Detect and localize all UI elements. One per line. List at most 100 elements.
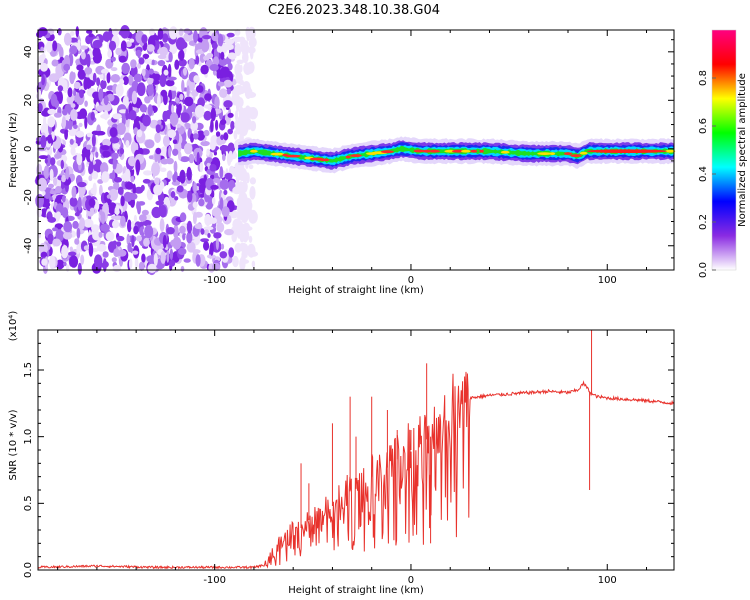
noise-blob [144, 139, 155, 149]
noise-blob [235, 87, 246, 95]
colorbar-gradient [712, 30, 736, 270]
ridge-hotspot [537, 152, 552, 156]
noise-blob [198, 198, 205, 207]
noise-blob [49, 190, 58, 195]
noise-blob [92, 170, 99, 180]
noise-blob [144, 96, 151, 104]
noise-blob [137, 62, 142, 69]
noise-blob [101, 171, 110, 183]
noise-blob [102, 150, 111, 158]
noise-blob [83, 245, 89, 251]
noise-blob [92, 72, 97, 83]
noise-blob [186, 231, 193, 244]
noise-blob [226, 88, 232, 95]
noise-blob [147, 104, 153, 117]
noise-blob [219, 251, 228, 259]
noise-blob [148, 68, 154, 75]
noise-blob [102, 31, 111, 42]
noise-blob [180, 112, 190, 123]
noise-blob [112, 264, 122, 273]
noise-blob [40, 46, 44, 52]
noise-blob [167, 63, 172, 78]
noise-blob [247, 46, 256, 54]
noise-blob [220, 66, 230, 78]
noise-blob [187, 190, 193, 203]
noise-blob [130, 59, 137, 69]
noise-blob [92, 182, 97, 196]
noise-blob [88, 242, 94, 257]
noise-blob [216, 222, 225, 233]
noise-blob [153, 73, 161, 82]
noise-blob [151, 206, 162, 219]
noise-blob [112, 157, 117, 170]
noise-blob [224, 38, 235, 45]
noise-blob [157, 151, 161, 164]
noise-blob [135, 159, 141, 174]
noise-blob [186, 220, 193, 234]
noise-blob [113, 177, 123, 183]
noise-blob [37, 177, 48, 192]
noise-blob [141, 209, 149, 216]
ridge-hotspot [350, 154, 362, 158]
noise-blob [242, 222, 251, 232]
noise-blob [184, 96, 194, 107]
noise-blob [199, 53, 206, 63]
noise-blob [207, 233, 211, 238]
noise-blob [139, 226, 146, 237]
noise-blob [92, 230, 101, 241]
noise-blob [60, 159, 64, 170]
noise-blob [129, 38, 135, 43]
noise-blob [218, 58, 228, 66]
noise-blob [210, 184, 219, 190]
noise-blob [78, 122, 83, 128]
noise-blob [170, 86, 177, 91]
noise-blob [112, 113, 122, 120]
noise-blob [101, 68, 109, 75]
noise-blob [85, 144, 92, 150]
noise-blob [69, 246, 74, 252]
noise-blob [131, 102, 141, 108]
noise-blob [232, 218, 243, 231]
noise-blob [109, 172, 116, 180]
noise-blob [232, 36, 243, 42]
noise-blob [41, 75, 45, 86]
noise-blob [147, 83, 154, 97]
noise-blob [141, 253, 146, 263]
noise-blob [195, 85, 204, 93]
noise-blob [177, 151, 182, 161]
x-tick-label: 100 [598, 575, 617, 586]
noise-blob [136, 201, 140, 211]
ridge-band [238, 145, 674, 164]
noise-blob [238, 106, 244, 119]
noise-blob [120, 40, 127, 52]
noise-blob [127, 242, 132, 253]
noise-blob [206, 148, 210, 156]
noise-blob [191, 249, 201, 254]
noise-blob [139, 214, 147, 222]
noise-blob [47, 233, 54, 245]
noise-blob [100, 79, 107, 90]
x-tick-label: 100 [598, 275, 617, 286]
noise-blob [169, 248, 174, 261]
noise-blob [146, 77, 154, 85]
noise-blob [98, 88, 104, 102]
noise-blob [72, 220, 79, 229]
noise-blob [244, 208, 254, 217]
noise-blob [84, 116, 88, 129]
noise-blob [116, 122, 126, 135]
noise-blob [155, 200, 164, 206]
noise-blob [125, 108, 129, 121]
noise-blob [234, 228, 245, 234]
noise-blob [210, 119, 214, 132]
noise-blob [35, 193, 44, 208]
noise-blob [223, 189, 228, 196]
noise-blob [242, 174, 247, 183]
noise-blob [70, 173, 75, 182]
noise-blob [234, 43, 242, 57]
colorbar: 0.0 0.2 0.4 0.6 0.8 Normalized spectral ampl… [698, 29, 748, 278]
noise-blob [236, 59, 244, 64]
noise-blob [223, 132, 229, 141]
noise-blob [151, 162, 161, 176]
ridge-hotspot [270, 152, 285, 156]
noise-blob [145, 214, 151, 221]
